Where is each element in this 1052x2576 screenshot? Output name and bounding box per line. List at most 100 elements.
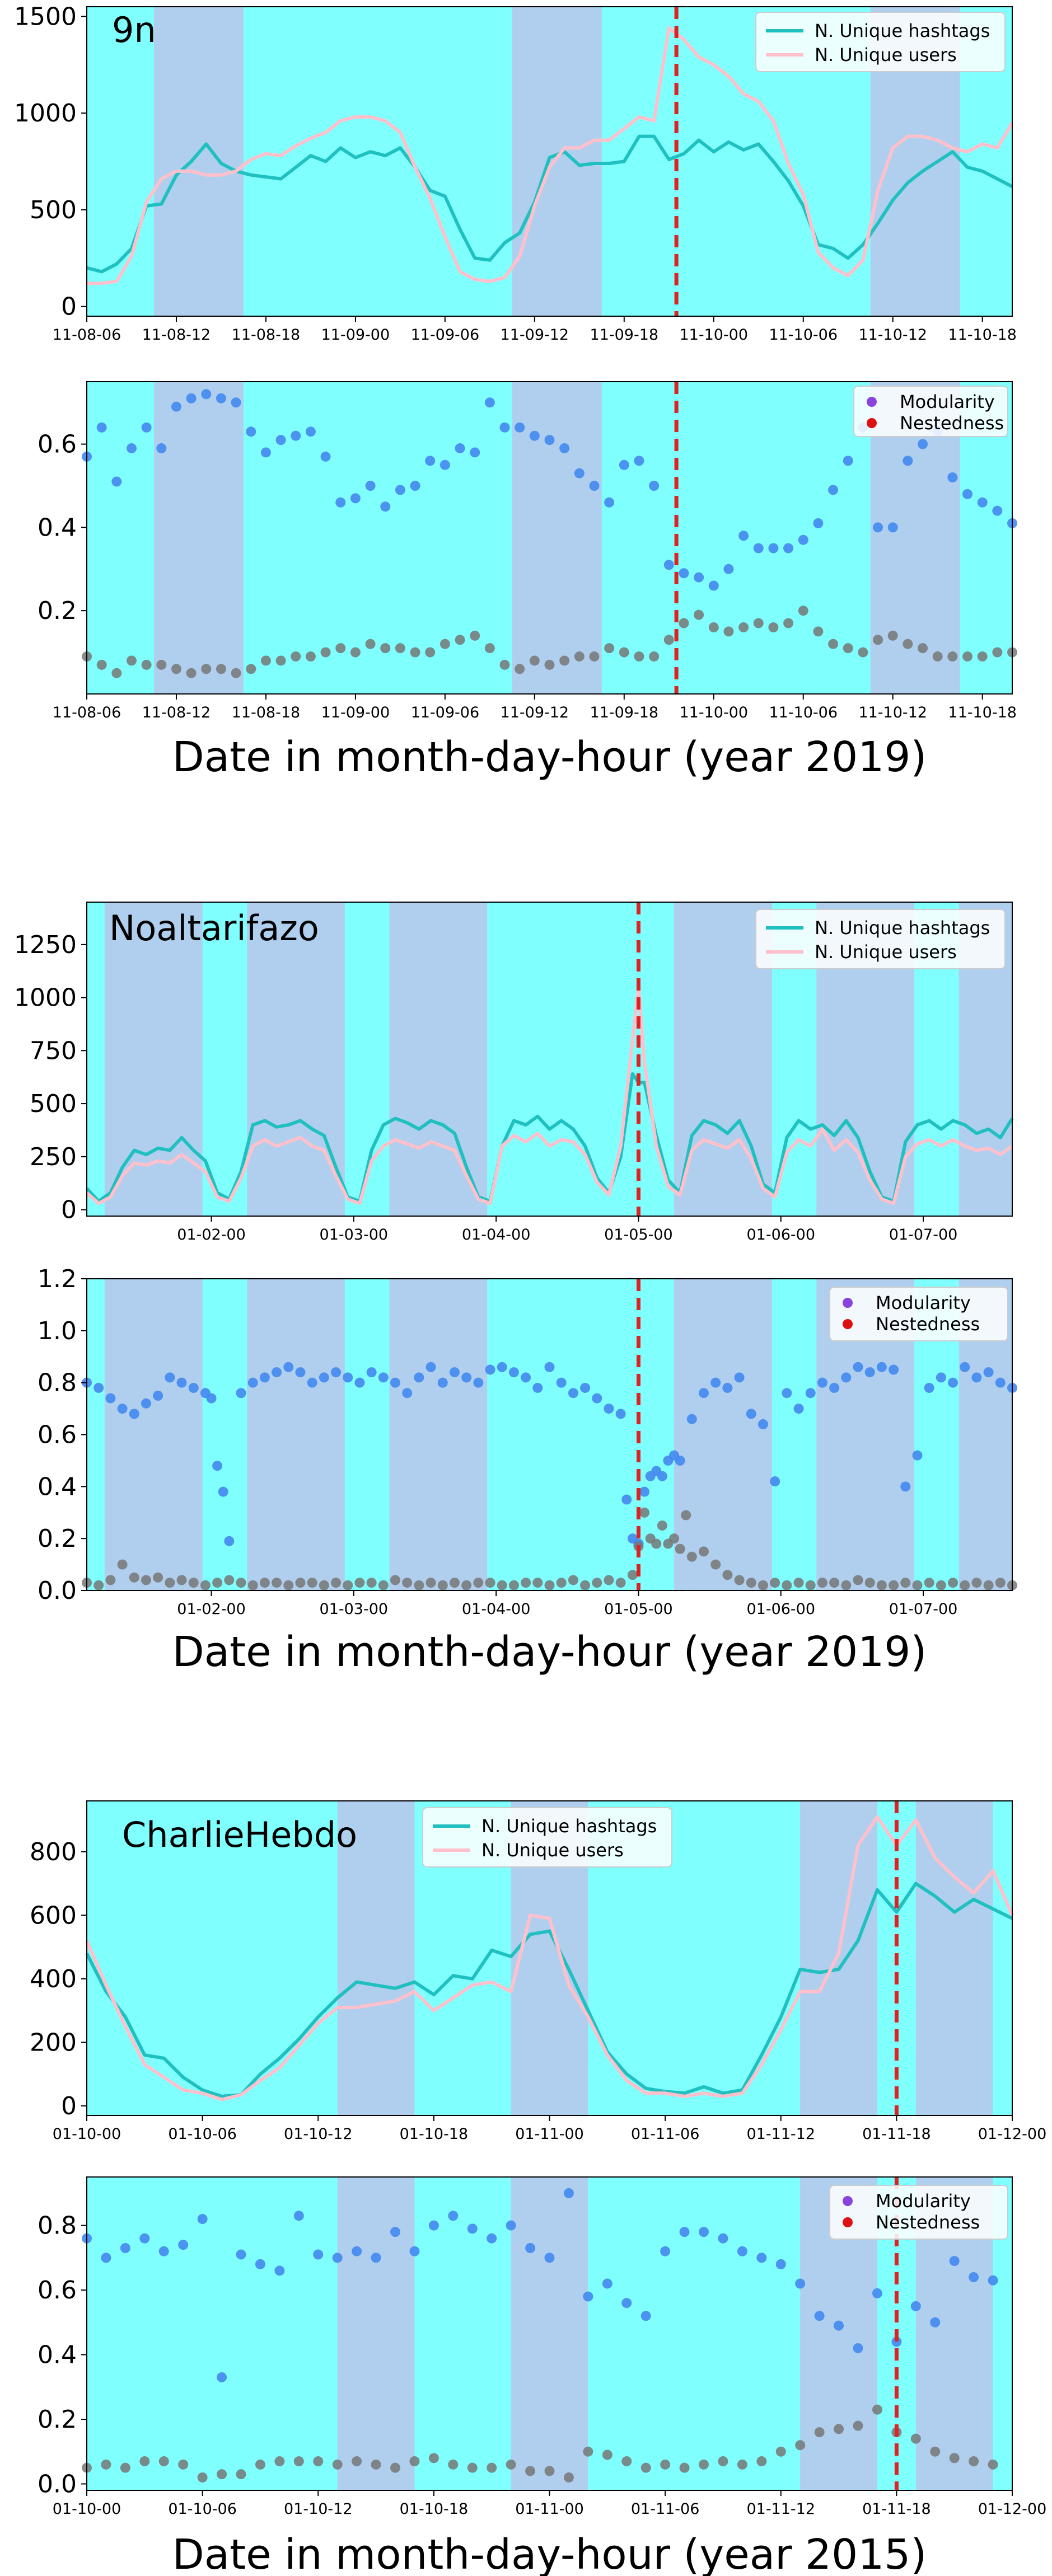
modularity-point [768,543,779,553]
nestedness-point [365,639,376,649]
modularity-point [525,2243,536,2254]
modularity-point [448,2211,459,2221]
modularity-point [414,1372,424,1383]
modularity-point [117,1404,128,1414]
nestedness-point [995,1578,1006,1588]
nestedness-point [366,1578,377,1588]
y-tick-label: 0.2 [38,1524,77,1553]
modularity-point [657,1471,667,1481]
x-tick-label: 11-10-18 [948,704,1017,721]
nestedness-point [259,1578,270,1588]
nestedness-point [319,1580,329,1590]
x-tick-label: 01-05-00 [604,1226,673,1244]
nestedness-point [574,651,585,662]
legend-label: N. Unique users [481,1840,624,1861]
night-band [511,2177,588,2490]
modularity-point [960,1362,970,1372]
modularity-point [197,2214,208,2225]
modularity-point [437,1377,448,1388]
nestedness-point [231,668,241,678]
nestedness-point [96,659,107,670]
nestedness-point [679,618,689,628]
modularity-point [947,472,958,483]
legend-label: Modularity [876,1292,971,1313]
modularity-point [455,443,465,454]
modularity-point [889,1364,899,1375]
x-tick-label: 01-02-00 [177,1601,246,1618]
y-tick-label: 0.0 [38,2470,77,2498]
x-tick-label: 01-11-00 [515,2500,584,2518]
modularity-point [120,2243,130,2254]
modularity-point [139,2233,150,2244]
modularity-point [231,397,241,408]
panel-top: 0 500 1000 1500 11-08-06 11-08-12 11-08-18 11-0… [14,2,1017,344]
nestedness-point [544,659,555,670]
x-tick-label: 01-10-12 [284,2500,353,2518]
nestedness-point [858,647,868,658]
y-tick-label: 0.4 [38,1472,77,1501]
nestedness-point [171,664,181,674]
modularity-point [426,1362,436,1372]
modularity-point [710,1377,721,1388]
nestedness-point [853,1575,863,1585]
nestedness-point [829,1578,840,1588]
modularity-point [428,2220,439,2231]
x-tick-label: 01-12-00 [978,2500,1047,2518]
modularity-point [165,1372,175,1383]
x-tick-label: 01-11-12 [746,2500,815,2518]
x-tick-label: 11-09-12 [501,326,569,344]
modularity-point [521,1372,531,1383]
modularity-point [544,1362,555,1372]
nestedness-point [971,1578,982,1588]
modularity-point [694,572,704,583]
modularity-point [218,1486,228,1497]
modularity-point [305,426,316,437]
modularity-point [853,2343,863,2353]
modularity-point [291,430,301,441]
nestedness-point [918,643,928,654]
legend-box [853,386,1008,437]
x-tick-label: 01-11-12 [746,2125,815,2143]
night-band [389,1279,488,1590]
legend-label: Nestedness [876,1313,980,1335]
nestedness-point [410,647,420,658]
nestedness-point [428,2453,439,2464]
x-tick-label: 01-05-00 [604,1601,673,1618]
plot-frame [86,6,1013,317]
y-tick-label: 0.6 [38,1421,77,1449]
night-band [337,2177,415,2490]
nestedness-point [853,2420,863,2431]
nestedness-point [484,643,495,654]
y-tick-label: 200 [30,2028,77,2057]
night-band [247,902,345,1216]
modularity-point [129,1409,139,1419]
x-tick-label: 01-10-18 [400,2125,469,2143]
nestedness-point [889,1580,899,1590]
nestedness-point [200,1580,211,1590]
nestedness-point [335,643,346,654]
nestedness-point [768,622,779,632]
modularity-point [699,2227,709,2237]
nestedness-point [932,651,943,662]
modularity-point [580,1382,591,1393]
modularity-point [506,2220,516,2231]
x-tick-label: 11-08-06 [53,704,121,721]
modularity-point [497,1362,507,1372]
x-tick-label: 11-08-12 [142,326,211,344]
x-tick-label: 01-11-06 [631,2500,700,2518]
modularity-point [924,1382,934,1393]
nestedness-point [117,1559,128,1570]
y-tick-label: 0.6 [38,2276,77,2305]
modularity-point [708,580,719,591]
nestedness-point [497,1580,507,1590]
nestedness-point [352,2456,362,2467]
modularity-point [589,481,600,491]
series-line-hashtags [86,134,1013,274]
nestedness-point [983,1580,994,1590]
nestedness-point [139,2456,150,2467]
modularity-point [962,489,973,499]
nestedness-point [681,1510,691,1521]
modularity-point [813,518,824,528]
